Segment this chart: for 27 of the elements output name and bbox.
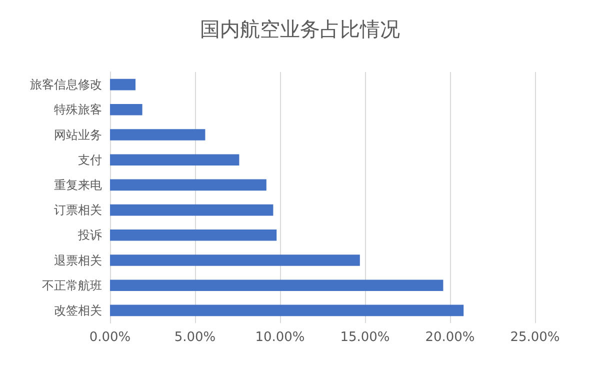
y-tick-label: 网站业务 bbox=[54, 128, 102, 142]
bar bbox=[110, 179, 266, 191]
y-tick-label: 订票相关 bbox=[54, 203, 102, 218]
bar bbox=[110, 154, 240, 166]
bar bbox=[110, 104, 142, 116]
bar bbox=[110, 204, 274, 216]
x-tick-label: 5.00% bbox=[174, 330, 216, 345]
x-tick-label: 15.00% bbox=[340, 330, 390, 345]
y-tick-label: 旅客信息修改 bbox=[30, 78, 102, 92]
bar bbox=[110, 254, 360, 266]
y-tick-label: 重复来电 bbox=[54, 178, 102, 192]
y-tick-label: 退票相关 bbox=[54, 253, 102, 268]
y-tick-label: 不正常航班 bbox=[42, 278, 102, 292]
y-tick-label: 支付 bbox=[78, 152, 102, 167]
bar bbox=[110, 129, 206, 140]
y-tick-label: 特殊旅客 bbox=[54, 102, 102, 117]
x-tick-label: 25.00% bbox=[510, 330, 560, 345]
x-tick-label: 10.00% bbox=[255, 330, 305, 345]
y-tick-label: 改签相关 bbox=[54, 303, 102, 318]
chart-title: 国内航空业务占比情况 bbox=[200, 17, 400, 41]
bar bbox=[110, 304, 464, 316]
bar bbox=[110, 280, 444, 291]
bar bbox=[110, 230, 277, 241]
y-tick-label: 投诉 bbox=[77, 228, 102, 242]
x-tick-label: 20.00% bbox=[425, 330, 475, 345]
bar bbox=[110, 78, 136, 90]
x-tick-label: 0.00% bbox=[89, 330, 131, 345]
